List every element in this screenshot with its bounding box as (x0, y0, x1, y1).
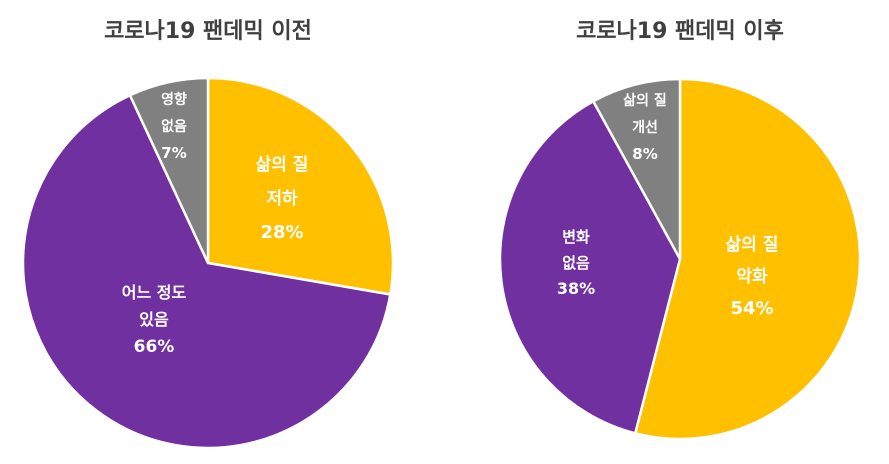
pie-chart-after: 코로나19 팬데믹 이후 삶의 질 악화 54% 변화 없음 38% 삶의 질 개선 8% (498, 19, 862, 441)
slice-quality-better (592, 77, 682, 261)
slice-quality-decline (206, 76, 395, 296)
slice-no-impact (128, 76, 210, 265)
slice-no-impact-label: 영향 없음 7% (161, 91, 187, 162)
slice-quality-decline-label: 삶의 질 저하 28% (256, 154, 309, 243)
chart-title-after: 코로나19 팬데믹 이후 (576, 19, 784, 44)
slice-quality-better-label: 삶의 질 개선 8% (623, 92, 667, 163)
slice-quality-worse-label: 삶의 질 악화 54% (726, 234, 779, 319)
chart-title-before: 코로나19 팬데믹 이전 (104, 19, 312, 44)
slice-somewhat-affected (21, 94, 392, 450)
slice-no-change (498, 100, 682, 435)
slice-somewhat-affected-label: 어느 정도 있음 66% (122, 283, 187, 357)
slice-quality-worse (633, 77, 862, 441)
slice-no-change-label: 변화 없음 38% (557, 228, 595, 298)
pie-chart-before: 코로나19 팬데믹 이전 삶의 질 저하 28% 어느 정도 있음 66% 영향 없음 7% (21, 19, 395, 450)
